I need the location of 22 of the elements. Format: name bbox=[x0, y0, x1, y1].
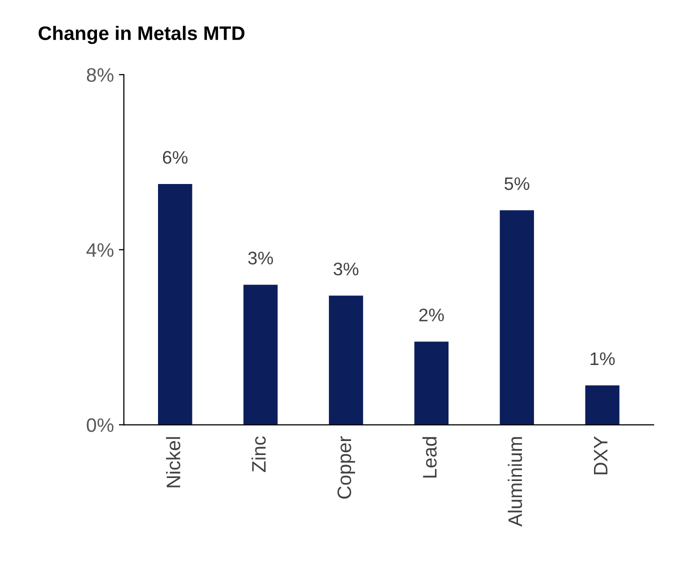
x-tick-label: Zinc bbox=[251, 436, 266, 472]
bar bbox=[585, 385, 620, 425]
data-label: 2% bbox=[419, 308, 444, 322]
x-tick-label: Aluminium bbox=[508, 437, 522, 527]
bar bbox=[158, 184, 192, 425]
bar bbox=[500, 210, 534, 425]
data-label: 1% bbox=[590, 352, 615, 366]
data-label: 3% bbox=[334, 262, 358, 276]
y-tick-label: 0% bbox=[86, 418, 114, 432]
x-tick-label: Copper bbox=[337, 436, 356, 499]
bar bbox=[414, 342, 449, 425]
chart-title: Change in Metals MTD bbox=[38, 26, 244, 44]
x-tick-label: DXY bbox=[594, 436, 608, 474]
data-label: 5% bbox=[504, 177, 530, 190]
y-tick-label: 8% bbox=[86, 68, 114, 82]
bar bbox=[328, 296, 364, 425]
data-label: 3% bbox=[248, 252, 273, 264]
data-label: 6% bbox=[162, 151, 188, 164]
x-tick-label: Lead bbox=[422, 437, 437, 478]
x-tick-label: Nickel bbox=[166, 437, 180, 488]
y-tick-label: 4% bbox=[86, 243, 114, 257]
bar bbox=[243, 284, 278, 425]
